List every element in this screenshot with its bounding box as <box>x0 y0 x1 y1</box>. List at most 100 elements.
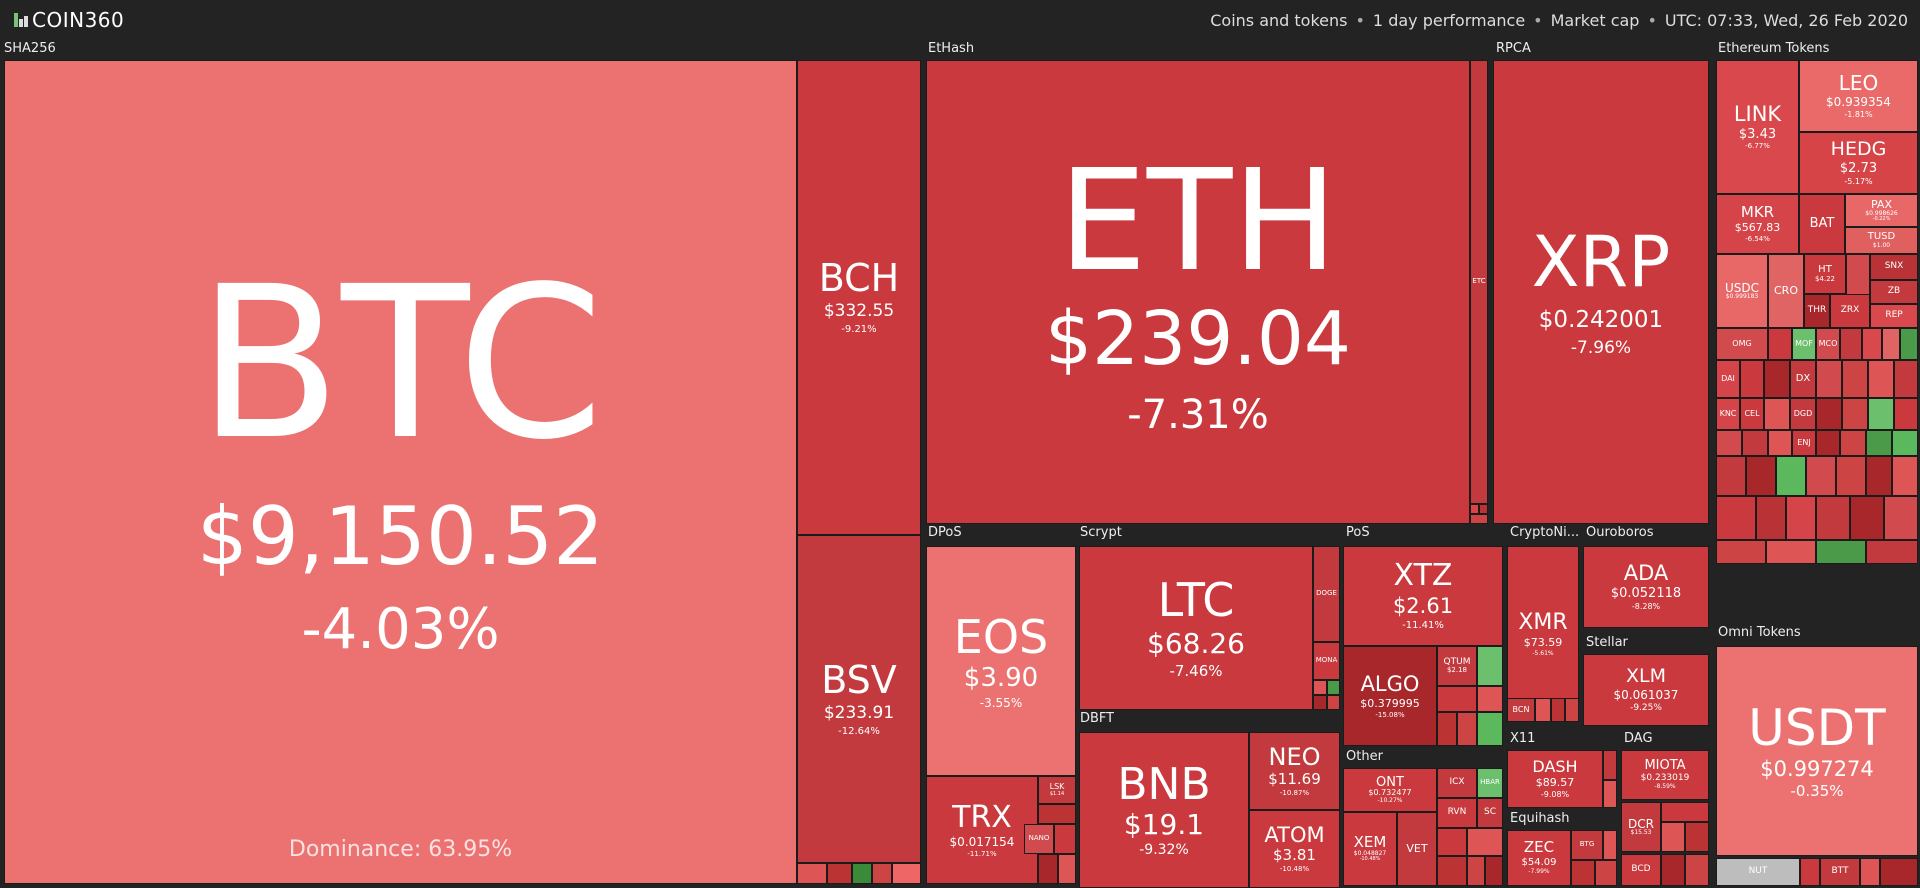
small-coin-tile[interactable] <box>1766 540 1816 564</box>
small-coin-tile[interactable] <box>1661 854 1685 886</box>
coin-tile-algo[interactable]: ALGO $0.379995 -15.08% <box>1343 646 1437 746</box>
coin-tile-mco[interactable]: MCO <box>1816 328 1840 360</box>
coin-tile-dash[interactable]: DASH $89.57 -9.08% <box>1507 750 1603 808</box>
coin-tile-rvn[interactable]: RVN <box>1437 798 1477 828</box>
coin-tile-omg[interactable]: OMG <box>1716 328 1768 360</box>
small-coin-tile[interactable] <box>1470 514 1488 524</box>
coin-tile-doge[interactable]: DOGE <box>1313 546 1340 642</box>
small-coin-tile[interactable] <box>1768 430 1792 456</box>
coin-tile-zec[interactable]: ZEC $54.09 -7.99% <box>1507 830 1571 886</box>
small-coin-tile[interactable] <box>1685 854 1709 886</box>
small-coin-tile[interactable] <box>1860 858 1880 886</box>
small-coin-tile[interactable] <box>1603 830 1617 860</box>
coin-tile-nano[interactable]: NANO <box>1024 824 1054 854</box>
coin-tile-lsk[interactable]: LSK $1.14 <box>1038 776 1076 804</box>
small-coin-tile[interactable] <box>1716 430 1742 456</box>
coin-tile-neo[interactable]: NEO $11.69 -10.87% <box>1249 732 1340 810</box>
coin-tile-vet[interactable]: VET <box>1397 812 1437 886</box>
coin-tile-mona[interactable]: MONA <box>1313 642 1340 680</box>
small-coin-tile[interactable] <box>1894 360 1918 398</box>
filter-coins-button[interactable]: Coins and tokens <box>1210 11 1348 30</box>
small-coin-tile[interactable] <box>852 863 872 884</box>
coin-tile-eth[interactable]: ETH $239.04 -7.31% <box>926 60 1470 524</box>
small-coin-tile[interactable] <box>1571 860 1595 886</box>
small-coin-tile[interactable] <box>1842 398 1868 430</box>
small-coin-tile[interactable] <box>1866 430 1892 456</box>
small-coin-tile[interactable] <box>1786 496 1816 540</box>
coin-tile-snx[interactable]: SNX <box>1870 254 1918 280</box>
coin-tile-xem[interactable]: XEM $0.048827 -10.48% <box>1343 812 1397 886</box>
small-coin-tile[interactable] <box>1900 328 1918 360</box>
coin-tile-xmr[interactable]: XMR $73.59 -5.61% <box>1507 546 1579 722</box>
small-coin-tile[interactable] <box>1551 698 1565 722</box>
small-coin-tile[interactable] <box>1603 750 1617 780</box>
coin-tile-hedg[interactable]: HEDG $2.73 -5.17% <box>1799 132 1918 194</box>
coin-tile-bch[interactable]: BCH $332.55 -9.21% <box>797 60 921 535</box>
small-coin-tile[interactable] <box>1477 686 1503 712</box>
small-coin-tile[interactable] <box>1470 504 1479 514</box>
coin-tile-trx[interactable]: TRX $0.017154 -11.71% <box>926 776 1038 884</box>
small-coin-tile[interactable] <box>797 863 827 884</box>
coin-tile-atom[interactable]: ATOM $3.81 -10.48% <box>1249 810 1340 888</box>
coin-tile-cel[interactable]: CEL <box>1740 398 1764 430</box>
small-coin-tile[interactable] <box>1457 712 1477 746</box>
small-coin-tile[interactable] <box>1467 856 1485 886</box>
coin-tile-btt[interactable]: BTT <box>1820 858 1860 886</box>
coin-tile-btc[interactable]: BTC $9,150.52 -4.03% Dominance: 63.95% <box>4 60 797 884</box>
small-coin-tile[interactable] <box>1816 360 1842 398</box>
coin-tile-xtz[interactable]: XTZ $2.61 -11.41% <box>1343 546 1503 646</box>
small-coin-tile[interactable] <box>1866 540 1918 564</box>
coin-tile-btg[interactable]: BTG <box>1571 830 1603 860</box>
coin-tile-tusd[interactable]: TUSD $1.00 <box>1845 227 1918 254</box>
small-coin-tile[interactable] <box>1740 360 1764 398</box>
filter-period-button[interactable]: 1 day performance <box>1372 11 1526 30</box>
coin-tile-bcn[interactable]: BCN <box>1507 698 1535 722</box>
coin-tile-cro[interactable]: CRO <box>1768 254 1804 328</box>
small-coin-tile[interactable] <box>1816 398 1842 430</box>
small-coin-tile[interactable] <box>1716 496 1756 540</box>
coin-tile-etc[interactable]: ETC <box>1470 60 1488 504</box>
small-coin-tile[interactable] <box>1862 328 1882 360</box>
small-coin-tile[interactable] <box>1892 456 1918 496</box>
coin-tile-miota[interactable]: MIOTA $0.233019 -8.59% <box>1621 750 1709 800</box>
small-coin-tile[interactable] <box>1313 680 1327 695</box>
coin-tile-thr[interactable]: THR <box>1804 294 1830 328</box>
small-coin-tile[interactable] <box>1800 858 1820 886</box>
small-coin-tile[interactable] <box>1746 456 1776 496</box>
small-coin-tile[interactable] <box>1485 856 1503 886</box>
coin-tile-bsv[interactable]: BSV $233.91 -12.64% <box>797 535 921 863</box>
small-coin-tile[interactable] <box>1313 695 1327 710</box>
coin-tile-dai[interactable]: DAI <box>1716 360 1740 398</box>
coin-tile-enj[interactable]: ENJ <box>1792 430 1816 456</box>
small-coin-tile[interactable] <box>1327 680 1340 695</box>
small-coin-tile[interactable] <box>1868 398 1894 430</box>
logo[interactable]: COIN360 <box>14 8 124 32</box>
small-coin-tile[interactable] <box>1327 695 1340 710</box>
coin-tile-leo[interactable]: LEO $0.939354 -1.81% <box>1799 60 1918 132</box>
small-coin-tile[interactable] <box>1868 360 1894 398</box>
coin-tile-bnb[interactable]: BNB $19.1 -9.32% <box>1079 732 1249 888</box>
filter-metric-button[interactable]: Market cap <box>1550 11 1640 30</box>
small-coin-tile[interactable] <box>1816 540 1866 564</box>
small-coin-tile[interactable] <box>1058 854 1076 884</box>
small-coin-tile[interactable] <box>1477 646 1503 686</box>
small-coin-tile[interactable] <box>1603 780 1617 808</box>
coin-tile-ont[interactable]: ONT $0.732477 -10.27% <box>1343 768 1437 812</box>
small-coin-tile[interactable] <box>1764 360 1790 398</box>
small-coin-tile[interactable] <box>1437 828 1467 856</box>
small-coin-tile[interactable] <box>1535 698 1551 722</box>
small-coin-tile[interactable] <box>1467 828 1503 856</box>
small-coin-tile[interactable] <box>1884 496 1918 540</box>
coin-tile-mkr[interactable]: MKR $567.83 -6.54% <box>1716 194 1799 254</box>
small-coin-tile[interactable] <box>1437 856 1467 886</box>
small-coin-tile[interactable] <box>1479 504 1488 514</box>
coin-tile-usdt[interactable]: USDT $0.997274 -0.35% <box>1716 646 1918 856</box>
coin-tile-ht[interactable]: HT $4.22 <box>1804 254 1846 294</box>
coin-tile-rep[interactable]: REP <box>1870 304 1918 328</box>
coin-tile-qtum[interactable]: QTUM $2.18 <box>1437 646 1477 686</box>
small-coin-tile[interactable] <box>1882 328 1900 360</box>
coin-tile-dcr[interactable]: DCR $15.53 <box>1621 802 1661 852</box>
small-coin-tile[interactable] <box>1661 822 1685 852</box>
small-coin-tile[interactable] <box>1685 822 1709 852</box>
small-coin-tile[interactable] <box>1054 824 1076 854</box>
